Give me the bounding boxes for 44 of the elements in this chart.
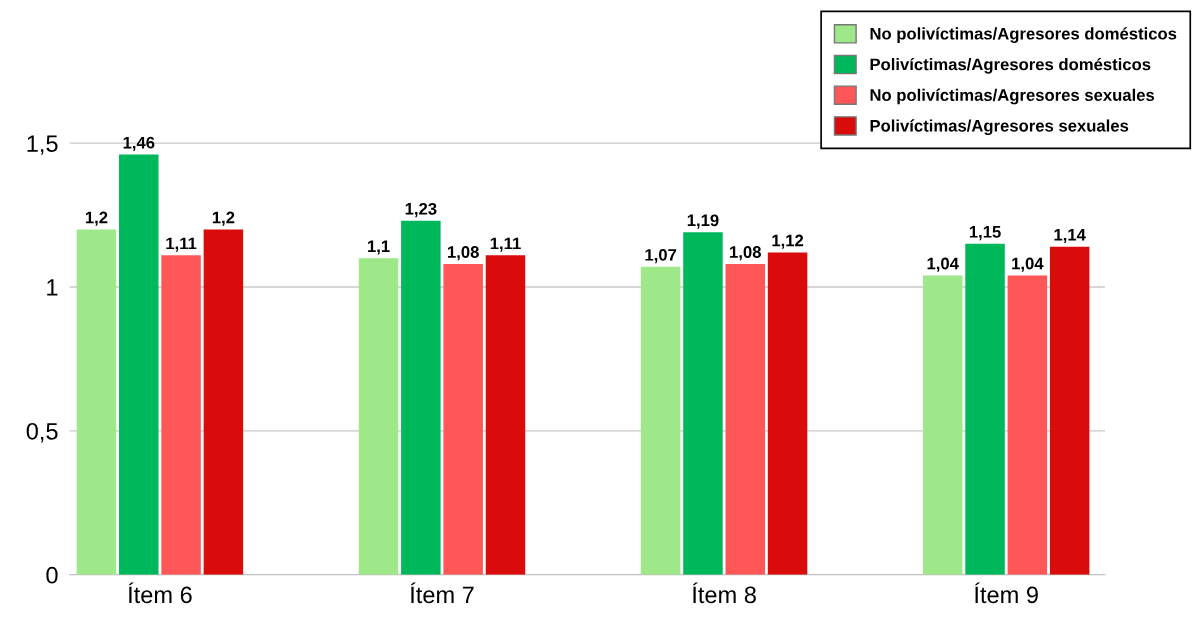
x-tick-label: Ítem 6 bbox=[128, 582, 192, 604]
bar bbox=[119, 154, 159, 575]
data-label: 1,08 bbox=[730, 246, 761, 261]
bar bbox=[203, 229, 244, 575]
data-label: 1,1 bbox=[368, 240, 390, 255]
y-tick-label: 1,5 bbox=[27, 135, 58, 155]
y-tick-label: 1 bbox=[47, 279, 58, 296]
y-tick-label: 0 bbox=[46, 566, 58, 584]
data-label: 1,04 bbox=[927, 257, 959, 272]
bar bbox=[965, 243, 1005, 575]
legend-label: No polivíctimas/Agresores domésticos bbox=[870, 27, 1177, 43]
legend-label: No polivíctimas/Agresores sexuales bbox=[870, 88, 1155, 105]
data-label: 1,11 bbox=[166, 237, 197, 252]
bar bbox=[683, 232, 723, 575]
bar bbox=[1049, 246, 1090, 575]
legend-label: Polivíctimas/Agresores domésticos bbox=[870, 57, 1151, 74]
x-tick-label: Ítem 7 bbox=[410, 582, 474, 604]
data-label: 1,19 bbox=[687, 214, 719, 229]
data-label: 1,46 bbox=[123, 136, 155, 151]
data-label: 1,23 bbox=[405, 202, 437, 218]
bar bbox=[725, 263, 765, 575]
data-label: 1,2 bbox=[85, 211, 108, 226]
bar bbox=[161, 255, 201, 575]
legend-label: Polivíctimas/Agresores sexuales bbox=[870, 119, 1129, 136]
bar bbox=[485, 255, 526, 575]
data-label: 1,11 bbox=[490, 237, 521, 252]
bar bbox=[401, 220, 441, 575]
bar bbox=[767, 252, 808, 575]
data-label: 1,14 bbox=[1054, 229, 1086, 244]
data-label: 1,12 bbox=[772, 234, 804, 249]
data-label: 1,15 bbox=[969, 226, 1001, 241]
data-label: 1,2 bbox=[212, 211, 235, 226]
bar bbox=[76, 229, 117, 575]
bar bbox=[640, 266, 681, 575]
bar bbox=[358, 258, 399, 575]
data-label: 1,07 bbox=[645, 248, 677, 264]
y-tick-label: 0,5 bbox=[26, 422, 58, 443]
data-label: 1,08 bbox=[448, 246, 479, 261]
bar bbox=[443, 263, 483, 575]
bar bbox=[1007, 275, 1048, 575]
data-label: 1,04 bbox=[1012, 257, 1044, 272]
bar bbox=[922, 275, 963, 575]
x-tick-label: Ítem 8 bbox=[692, 582, 756, 604]
x-tick-label: Ítem 9 bbox=[975, 582, 1038, 604]
